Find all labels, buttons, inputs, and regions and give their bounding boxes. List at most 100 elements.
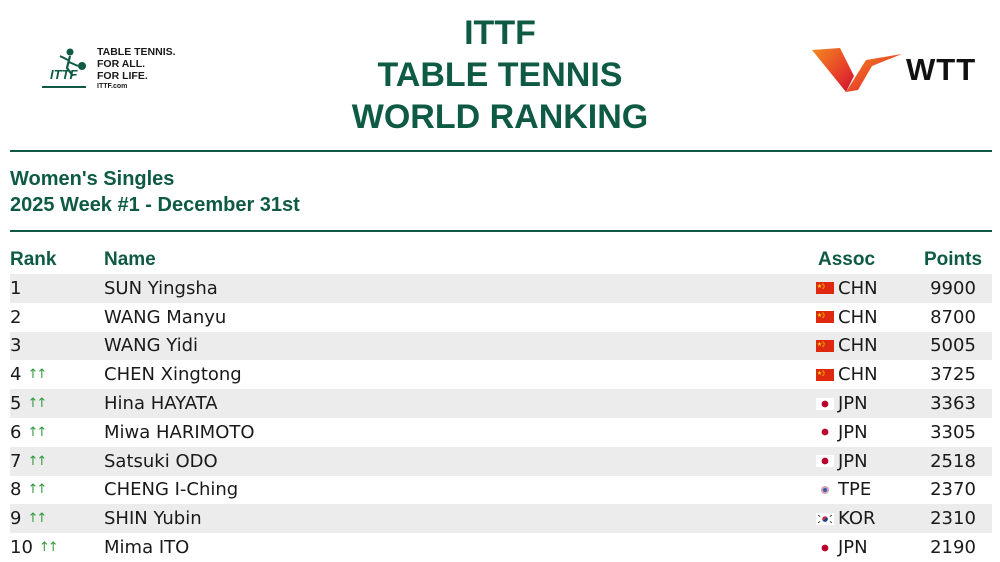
- player-name: Mima ITO: [104, 537, 190, 559]
- table-row: 9 ↑↑ SHIN Yubin KOR 2310: [10, 504, 992, 534]
- table-row: 6 ↑↑ Miwa HARIMOTO JPN 3305: [10, 418, 992, 447]
- rank-cell: 8 ↑↑: [10, 476, 47, 505]
- player-name: WANG Manyu: [104, 306, 227, 328]
- week-label: 2025 Week #1 - December 31st: [10, 194, 300, 216]
- assoc-cell: JPN: [816, 533, 868, 562]
- rank-up-icon: ↑↑: [38, 540, 59, 556]
- rank-up-icon: ↑↑: [27, 367, 47, 383]
- header-rank: Rank: [10, 249, 57, 270]
- rank-value: 1: [10, 277, 22, 299]
- assoc-code: JPN: [838, 537, 868, 559]
- assoc-cell: CHN: [816, 332, 878, 361]
- assoc-code: CHN: [838, 277, 878, 299]
- rank-value: 10: [10, 537, 33, 559]
- points-value: 3305: [930, 421, 976, 443]
- rank-value: 6: [10, 421, 22, 443]
- rank-cell: 9 ↑↑: [10, 504, 47, 533]
- rank-up-icon: ↑↑: [27, 482, 47, 498]
- rank-up-icon: ↑↑: [27, 453, 47, 469]
- header-divider: [10, 150, 992, 152]
- table-row: 3 WANG Yidi CHN 5005: [10, 331, 992, 361]
- assoc-cell: CHN: [816, 303, 878, 332]
- table-body: 1 SUN Yingsha CHN 9900 2 WANG Manyu CHN 8700 3 WA…: [10, 274, 992, 562]
- japan-flag-icon: [816, 397, 834, 410]
- assoc-code: CHN: [838, 364, 878, 386]
- ittf-url: ITTF.com: [97, 83, 128, 90]
- category-label: Women's Singles: [10, 168, 175, 190]
- points-value: 3725: [930, 364, 976, 386]
- table-row: 5 ↑↑ Hina HAYATA JPN 3363: [10, 389, 992, 418]
- player-name: CHEN Xingtong: [104, 364, 242, 386]
- assoc-cell: JPN: [816, 389, 868, 418]
- player-name: SUN Yingsha: [104, 277, 218, 299]
- header-assoc: Assoc: [818, 249, 876, 270]
- header-points: Points: [923, 249, 983, 270]
- assoc-code: CHN: [838, 335, 878, 357]
- rank-cell: 6 ↑↑: [10, 418, 47, 447]
- subtitle-divider: [10, 230, 992, 232]
- points-value: 2190: [930, 537, 976, 559]
- rank-cell: 5 ↑↑: [10, 389, 47, 418]
- japan-flag-icon: [816, 541, 834, 554]
- ittf-logo: ITTF TABLE TENNIS. FOR ALL. FOR LIFE. IT…: [40, 44, 210, 96]
- rank-cell: 2: [10, 303, 27, 332]
- assoc-cell: JPN: [816, 447, 868, 476]
- ittf-tagline: TABLE TENNIS. FOR ALL. FOR LIFE. ITTF.co…: [97, 46, 176, 91]
- rank-value: 4: [10, 364, 22, 386]
- assoc-code: JPN: [838, 450, 868, 472]
- assoc-code: JPN: [838, 421, 868, 443]
- korea-flag-icon: [816, 512, 834, 525]
- japan-flag-icon: [816, 455, 834, 468]
- player-name: CHENG I-Ching: [104, 479, 239, 501]
- wtt-wing-icon: [812, 48, 902, 92]
- rank-value: 3: [10, 335, 22, 357]
- header-name: Name: [104, 249, 156, 270]
- player-name: WANG Yidi: [104, 335, 199, 357]
- ranking-table: Rank Name Assoc Points 1 SUN Yingsha CHN 99…: [10, 246, 992, 562]
- tagline-line-2: FOR ALL.: [97, 58, 146, 70]
- china-flag-icon: [816, 311, 834, 324]
- rank-cell: 3: [10, 332, 27, 361]
- assoc-code: JPN: [838, 393, 868, 415]
- rank-up-icon: ↑↑: [27, 511, 47, 527]
- tagline-line-3: FOR LIFE.: [97, 70, 148, 82]
- assoc-cell: TPE: [816, 476, 871, 505]
- table-row: 7 ↑↑ Satsuki ODO JPN 2518: [10, 446, 992, 476]
- rank-cell: 7 ↑↑: [10, 447, 47, 476]
- china-flag-icon: [816, 368, 834, 381]
- table-row: 1 SUN Yingsha CHN 9900: [10, 274, 992, 303]
- assoc-cell: JPN: [816, 418, 868, 447]
- assoc-cell: CHN: [816, 360, 878, 389]
- assoc-code: TPE: [838, 479, 872, 501]
- points-value: 5005: [930, 335, 976, 357]
- wtt-logo: WTT: [810, 46, 1000, 96]
- player-name: Satsuki ODO: [104, 450, 218, 472]
- assoc-cell: KOR: [816, 504, 876, 533]
- points-value: 2518: [930, 450, 976, 472]
- rank-cell: 4 ↑↑: [10, 360, 47, 389]
- rank-value: 9: [10, 508, 22, 530]
- china-flag-icon: [816, 339, 834, 352]
- assoc-code: KOR: [838, 508, 876, 530]
- rank-up-icon: ↑↑: [27, 396, 47, 412]
- rank-value: 7: [10, 450, 22, 472]
- rank-value: 5: [10, 393, 22, 415]
- rank-cell: 1: [10, 274, 27, 303]
- rank-cell: 10 ↑↑: [10, 533, 59, 562]
- ranking-subtitle: Women's Singles 2025 Week #1 - December …: [10, 166, 300, 218]
- table-header: Rank Name Assoc Points: [10, 246, 992, 274]
- player-name: Hina HAYATA: [104, 393, 218, 415]
- points-value: 2310: [930, 508, 976, 530]
- assoc-cell: CHN: [816, 274, 878, 303]
- points-value: 3363: [930, 393, 976, 415]
- rank-value: 8: [10, 479, 22, 501]
- japan-flag-icon: [816, 426, 834, 439]
- title-line-1: ITTF: [464, 14, 536, 52]
- points-value: 9900: [930, 277, 976, 299]
- china-flag-icon: [816, 282, 834, 295]
- title-line-2: TABLE TENNIS: [377, 56, 623, 94]
- ittf-mark-text: ITTF: [50, 67, 78, 82]
- ittf-player-icon: ITTF: [42, 48, 86, 88]
- points-value: 2370: [930, 479, 976, 501]
- table-row: 8 ↑↑ CHENG I-Ching TPE 2370: [10, 476, 992, 505]
